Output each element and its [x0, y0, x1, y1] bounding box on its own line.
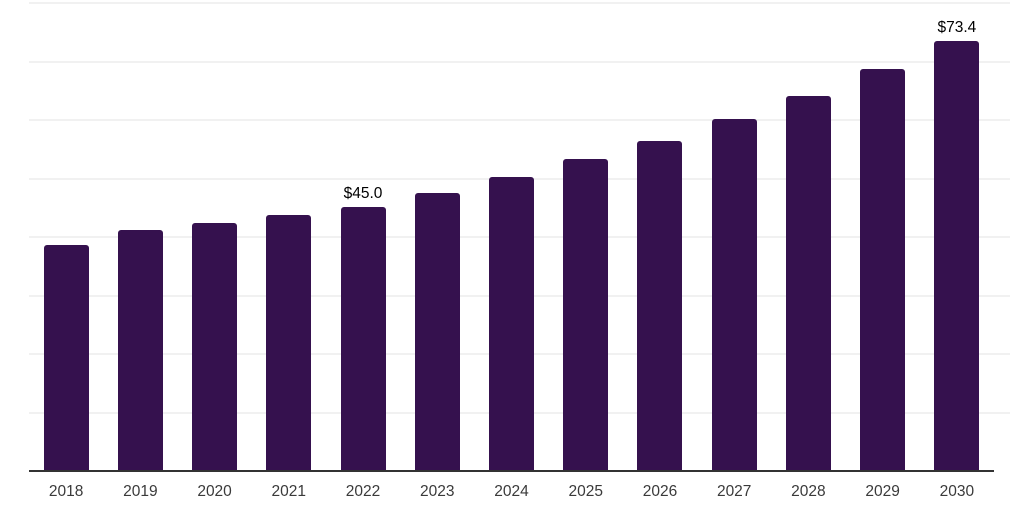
data-label-2022: $45.0	[343, 184, 383, 202]
x-tick-2030: 2030	[939, 483, 975, 500]
x-tick-2018: 2018	[48, 483, 84, 500]
x-tick-2022: 2022	[345, 483, 381, 500]
data-label-2030: $73.4	[937, 18, 977, 36]
x-tick-2028: 2028	[791, 483, 826, 500]
gridline-70	[29, 60, 1010, 63]
bar-2021	[266, 214, 312, 470]
x-tick-2026: 2026	[642, 483, 678, 500]
bar-2018	[43, 244, 89, 470]
gridline-80	[29, 2, 1010, 4]
bar-2029	[860, 69, 906, 470]
bar-2025	[563, 158, 609, 470]
bar-2019	[117, 230, 163, 470]
bar-2026	[637, 141, 683, 470]
x-tick-2025: 2025	[568, 483, 603, 500]
x-tick-2024: 2024	[494, 483, 529, 500]
x-tick-2020: 2020	[197, 483, 232, 500]
bar-2022	[340, 206, 386, 470]
bar-2027	[711, 119, 757, 470]
x-tick-2021: 2021	[271, 483, 307, 500]
bar-2024	[489, 176, 534, 470]
bar-2030	[934, 40, 980, 470]
bar-2028	[785, 96, 831, 470]
x-tick-2029: 2029	[865, 483, 900, 500]
x-axis-line	[29, 470, 994, 472]
bar-2020	[192, 223, 238, 470]
x-tick-2027: 2027	[716, 483, 752, 500]
bar-2023	[414, 192, 460, 470]
x-tick-2023: 2023	[420, 483, 455, 500]
x-tick-2019: 2019	[123, 483, 158, 500]
